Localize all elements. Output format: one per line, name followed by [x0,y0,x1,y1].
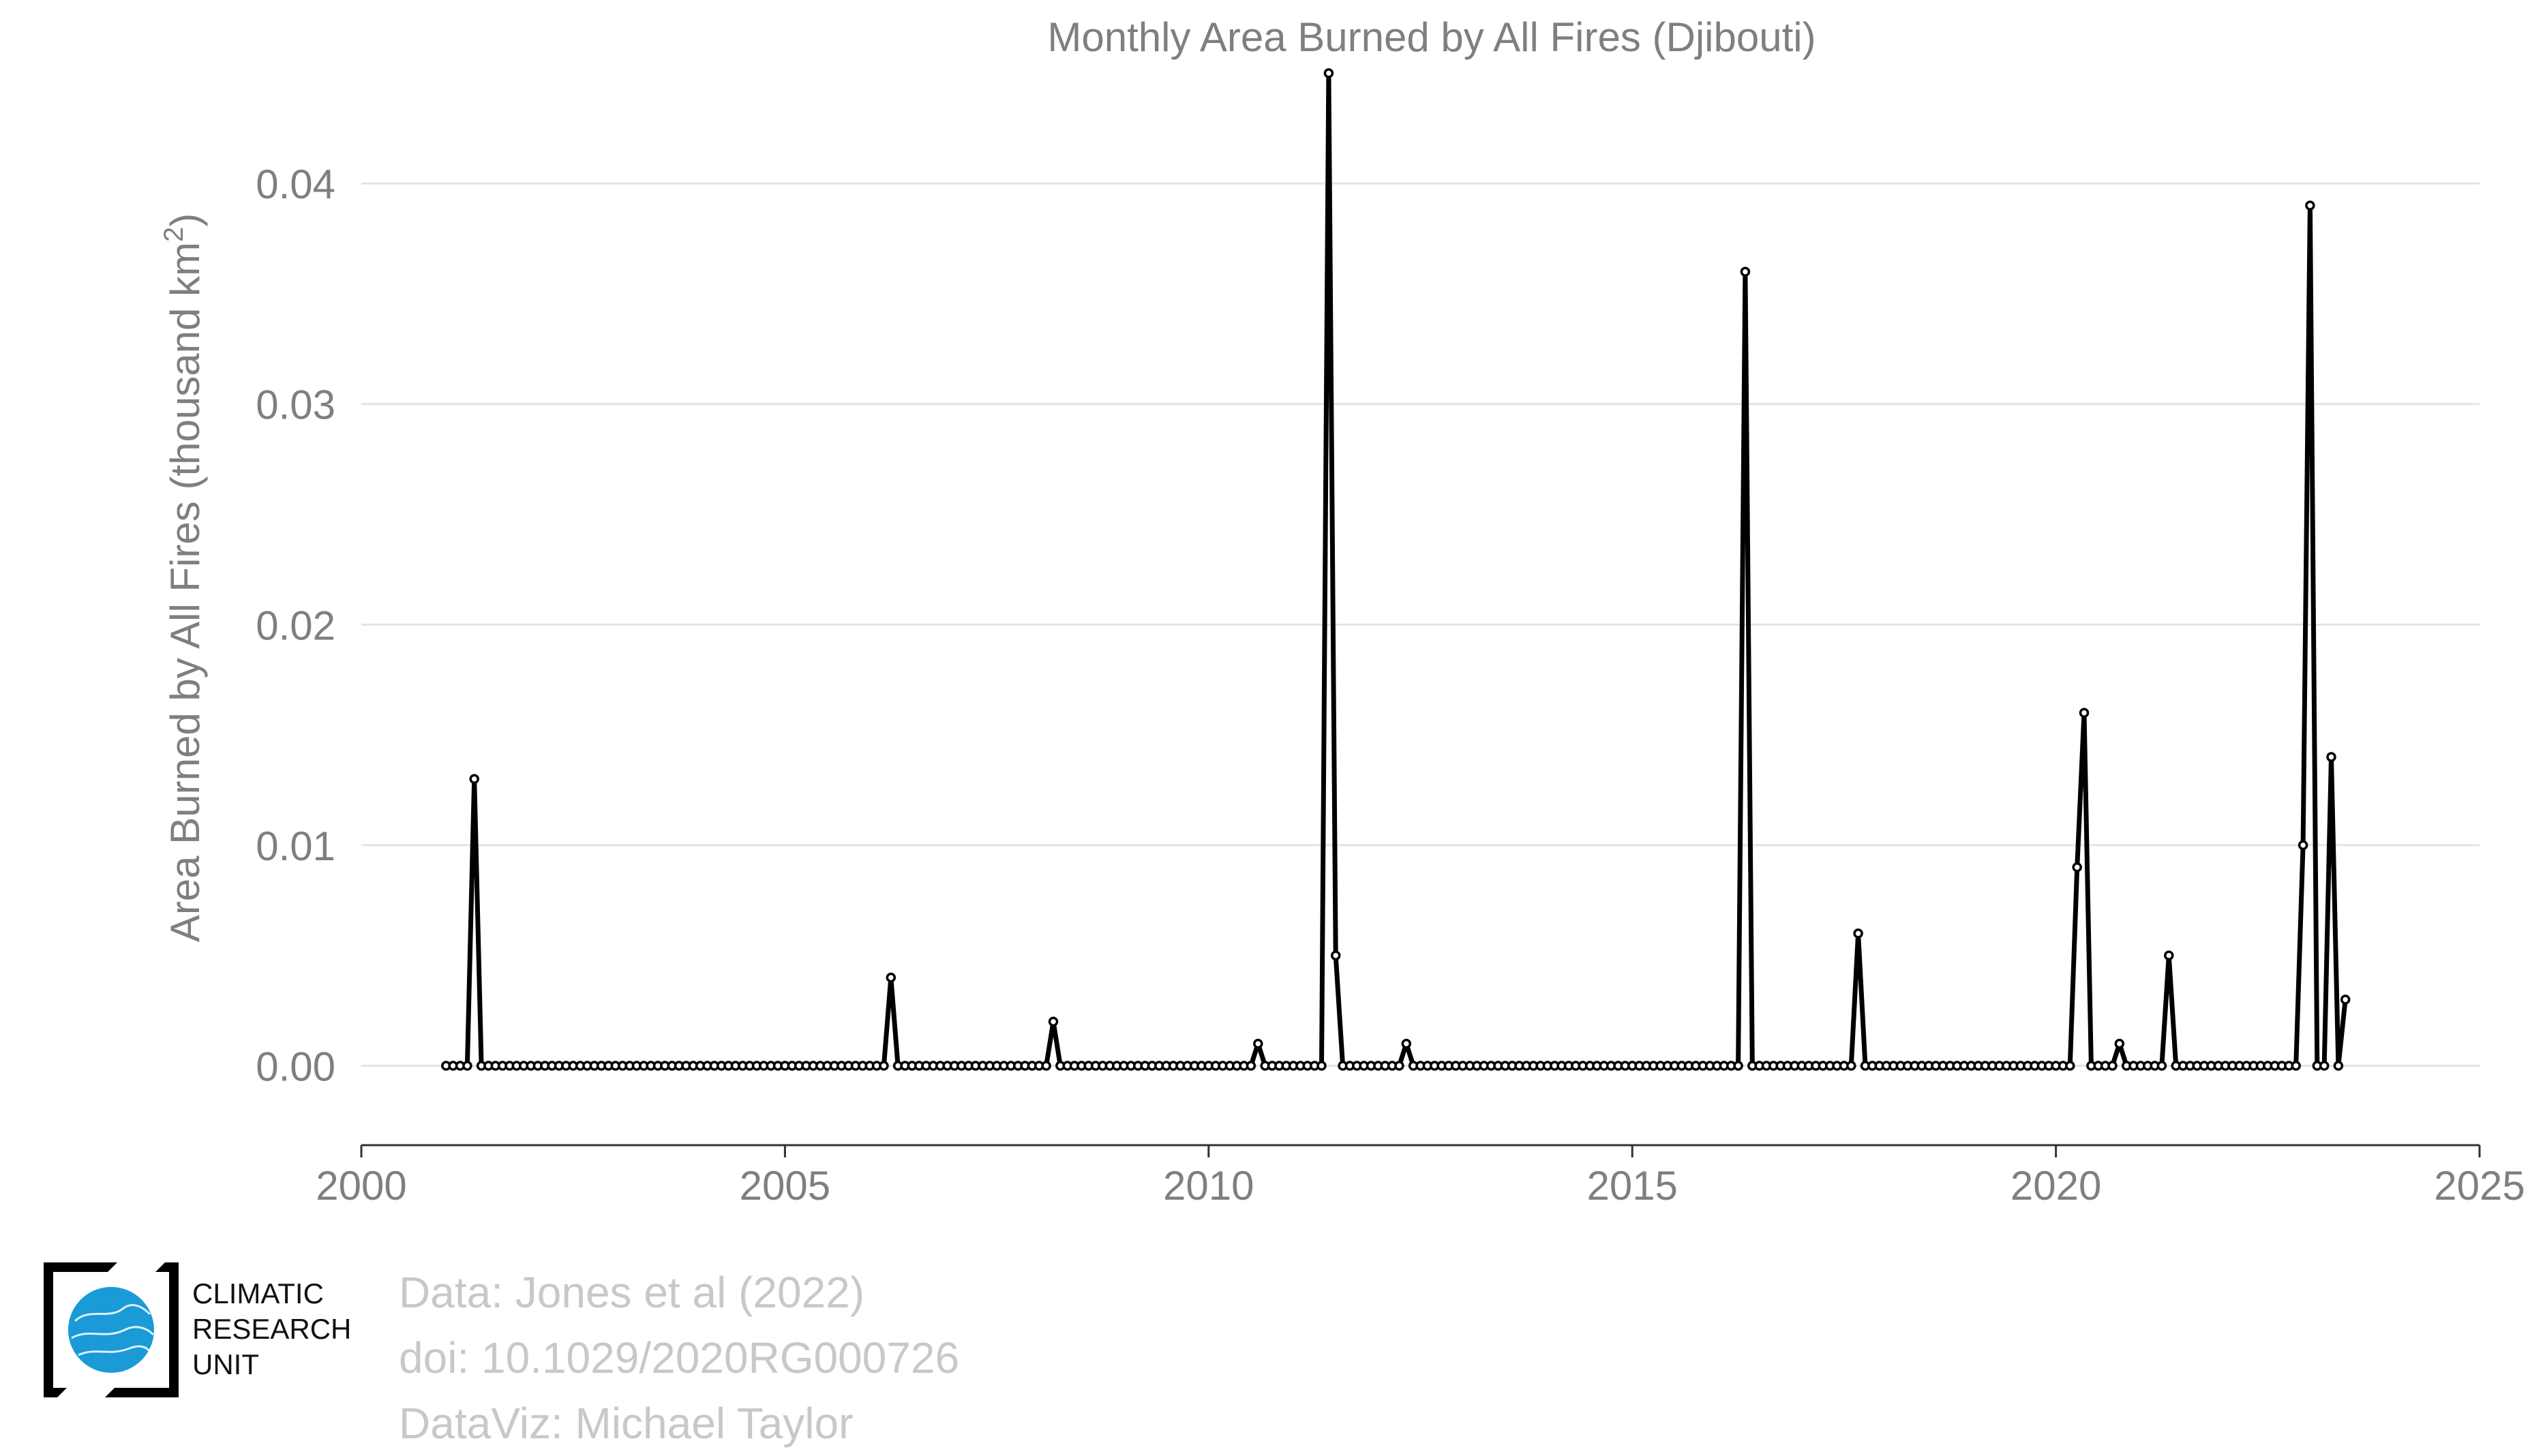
data-point [2326,752,2336,762]
data-point [1853,928,1863,939]
data-point [2333,1061,2344,1071]
logo-line-2: RESEARCH [192,1313,352,1345]
x-tick-label: 2020 [2011,1163,2101,1209]
data-point [462,1061,472,1071]
y-axis-ticks: 0.00 0.01 0.02 0.03 0.04 [256,162,335,1089]
data-point [1246,1061,1256,1071]
y-axis-label: Area Burned by All Fires (thousand km2) [159,213,208,942]
credits: Data: Jones et al (2022) doi: 10.1029/20… [399,1260,959,1456]
data-point [2107,1061,2118,1071]
x-tick-label: 2015 [1586,1163,1677,1209]
x-tick-label: 2005 [740,1163,830,1209]
data-point [469,774,479,785]
logo-line-1: CLIMATIC [192,1277,324,1309]
data-point [2079,708,2090,718]
gridlines [361,182,2480,1067]
x-axis-ticks: 2000 2005 2010 2015 2020 2025 [316,1145,2525,1209]
data-point [2114,1038,2125,1049]
credit-dataviz: DataViz: Michael Taylor [399,1399,854,1448]
y-tick-label: 0.02 [256,603,335,648]
x-tick-label: 2010 [1163,1163,1254,1209]
data-point [2072,862,2082,873]
data-point [1323,68,1334,78]
credit-doi: doi: 10.1029/2020RG000726 [399,1333,960,1382]
chart-title: Monthly Area Burned by All Fires (Djibou… [1047,14,1816,60]
data-point [2164,950,2174,960]
cru-logo [44,1262,179,1397]
data-point [2291,1061,2301,1071]
data-point [886,972,897,983]
data-point [1740,267,1751,277]
data-point [1394,1061,1404,1071]
data-point [1041,1061,1051,1071]
series-area-burned [441,68,2351,1071]
data-point [1330,950,1341,960]
logo-line-3: UNIT [192,1348,259,1380]
data-point [2319,1061,2330,1071]
x-tick-label: 2000 [316,1163,406,1209]
data-point [2065,1061,2075,1071]
data-point [1846,1061,1856,1071]
cru-logo-text: CLIMATIC RESEARCH UNIT [192,1276,351,1382]
y-tick-label: 0.03 [256,382,335,428]
data-point [2298,840,2308,851]
data-point [2340,995,2351,1005]
data-point [1401,1038,1412,1049]
series-line [446,70,2348,1068]
data-point [879,1061,889,1071]
y-axis-label-group: Area Burned by All Fires (thousand km2) [159,213,208,942]
y-tick-label: 0.00 [256,1044,335,1090]
data-point [1316,1061,1327,1071]
y-tick-label: 0.01 [256,823,335,869]
data-point [2305,200,2315,211]
data-point [2156,1061,2167,1071]
y-tick-label: 0.04 [256,162,335,207]
data-point [1048,1016,1059,1027]
credit-data-source: Data: Jones et al (2022) [399,1268,865,1317]
data-point [1253,1038,1263,1049]
data-point [1733,1061,1743,1071]
x-tick-label: 2025 [2434,1163,2525,1209]
